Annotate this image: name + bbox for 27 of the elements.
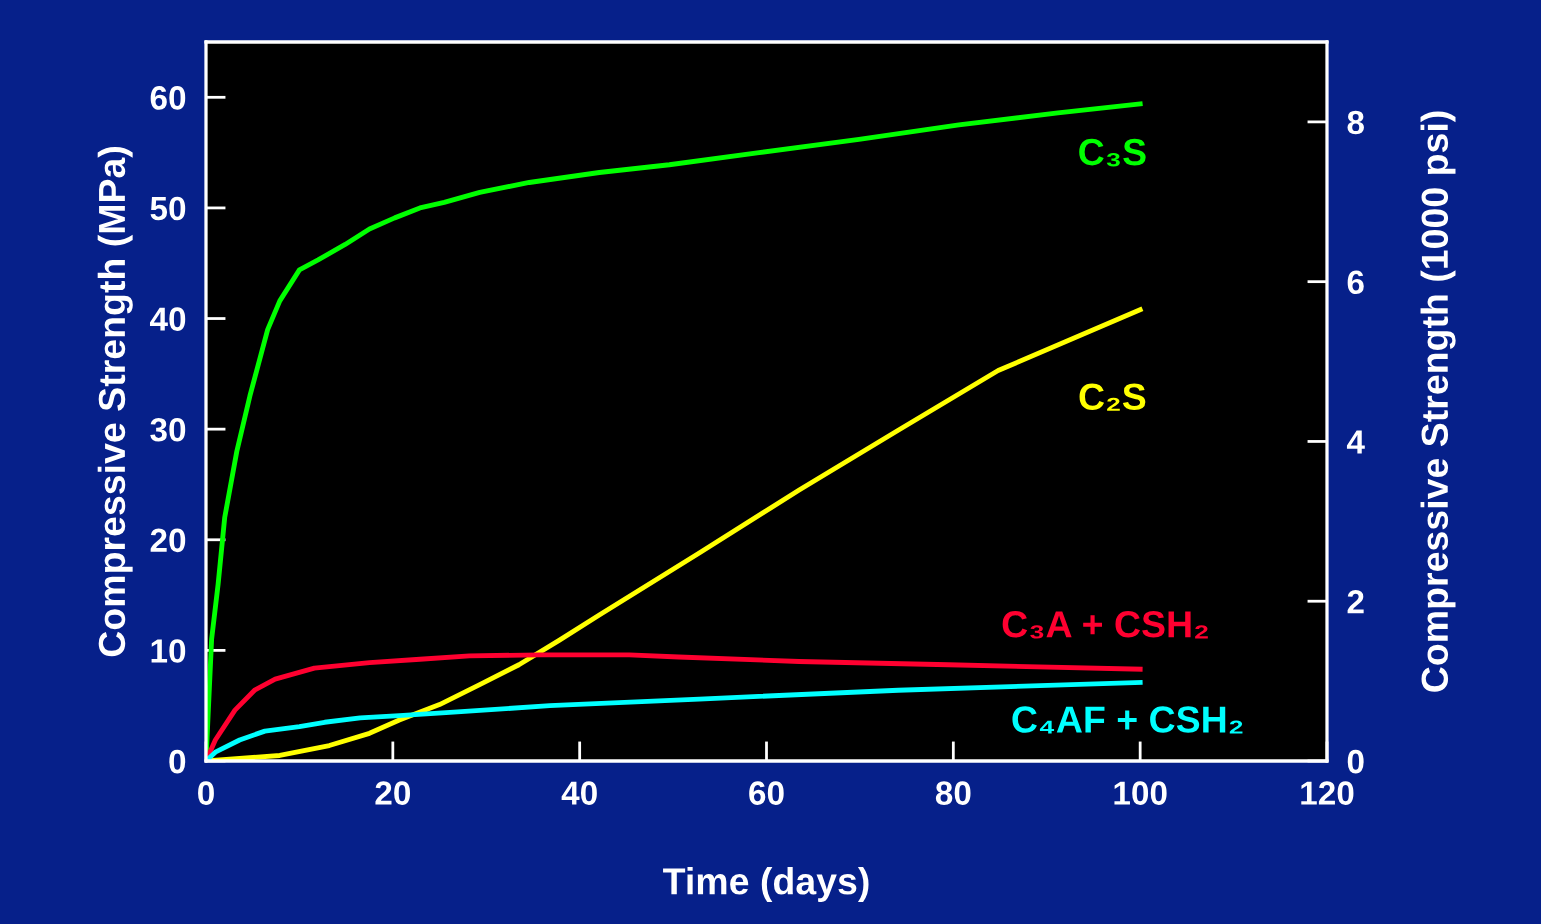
series-label: C₂S [1079,383,1146,411]
line-series [206,680,1143,761]
series-label: C₃S [1079,138,1146,167]
x-tick-label: 0 [198,781,214,805]
series-label: C₄AF + CSH₂ [1012,706,1243,734]
y2-tick-label: 4 [1346,430,1365,454]
x-tick-label: 20 [375,781,411,805]
series-label: C₃A + CSH₂ [1002,611,1208,639]
y2-tick-label: 2 [1347,590,1364,614]
x-tick-label: 40 [561,781,597,805]
y-tick-label: 20 [150,528,186,553]
y-tick-label: 0 [169,749,186,774]
x-tick-label: 100 [1114,781,1167,805]
y2-tick-label: 6 [1347,270,1364,295]
y-axis-title: Compressive Strength (MPa) [97,147,133,657]
y2-tick-label: 0 [1347,749,1364,774]
x-tick-label: 60 [749,781,784,805]
y2-tick-label: 8 [1347,110,1364,135]
y-tick-label: 60 [150,86,186,110]
x-tick-label: 80 [935,781,971,805]
y-tick-label: 50 [150,196,186,221]
y2-axis-title: Compressive Strength (1000 psi) [1420,111,1456,692]
x-axis-title: Time (days) [663,867,869,903]
y-tick-label: 30 [150,417,186,442]
y-tick-label: 10 [151,639,186,663]
y-tick-label: 40 [149,307,186,331]
x-tick-label: 120 [1301,781,1354,805]
